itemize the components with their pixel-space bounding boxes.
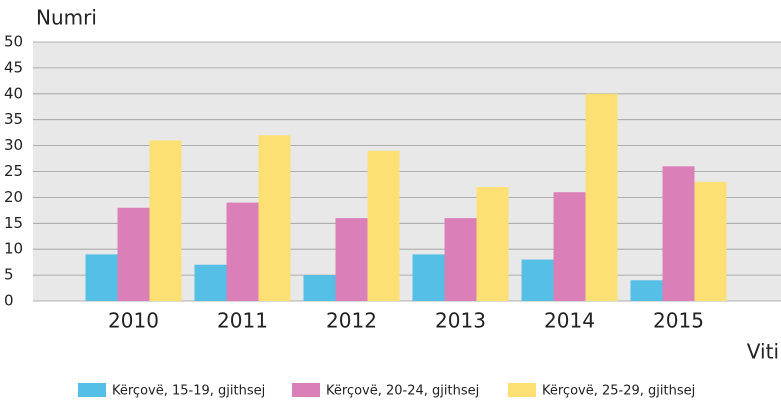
y-tick-label: 30 [4, 136, 23, 154]
bar [662, 166, 695, 301]
bar [85, 254, 118, 301]
y-tick-label: 15 [4, 214, 23, 232]
y-tick-label: 20 [4, 188, 23, 206]
bar [149, 140, 182, 301]
legend-label: Kërçovë, 15-19, gjithsej [112, 384, 265, 399]
legend-label: Kërçovë, 25-29, gjithsej [542, 384, 695, 399]
legend-label: Kërçovë, 20-24, gjithsej [326, 384, 479, 399]
bar [303, 275, 336, 301]
y-tick-label: 0 [4, 292, 14, 310]
y-tick-label: 5 [4, 266, 14, 284]
bar [694, 181, 727, 301]
bar [258, 135, 291, 301]
x-tick-label: 2012 [326, 309, 377, 333]
bar [226, 202, 259, 301]
bar [476, 187, 509, 301]
legend-swatch [292, 383, 320, 397]
x-tick-label: 2015 [653, 309, 704, 333]
bar [521, 259, 554, 301]
bar [117, 207, 150, 301]
legend-swatch [78, 383, 106, 397]
x-axis-label: Viti [747, 340, 779, 364]
x-tick-label: 2011 [217, 309, 268, 333]
x-tick-label: 2014 [544, 309, 595, 333]
bar [630, 280, 663, 301]
y-axis-label: Numri [36, 6, 97, 30]
y-tick-label: 40 [4, 84, 23, 102]
bar [367, 150, 400, 301]
bar [585, 93, 618, 301]
y-tick-label: 25 [4, 162, 23, 180]
y-tick-label: 35 [4, 110, 23, 128]
y-tick-label: 10 [4, 240, 23, 258]
x-tick-label: 2013 [435, 309, 486, 333]
bar [335, 218, 368, 301]
x-tick-label: 2010 [108, 309, 159, 333]
y-tick-label: 50 [4, 33, 23, 51]
bar [553, 192, 586, 301]
bar [194, 264, 227, 301]
bar [412, 254, 445, 301]
legend-swatch [508, 383, 536, 397]
bar [444, 218, 477, 301]
y-tick-label: 45 [4, 58, 23, 76]
